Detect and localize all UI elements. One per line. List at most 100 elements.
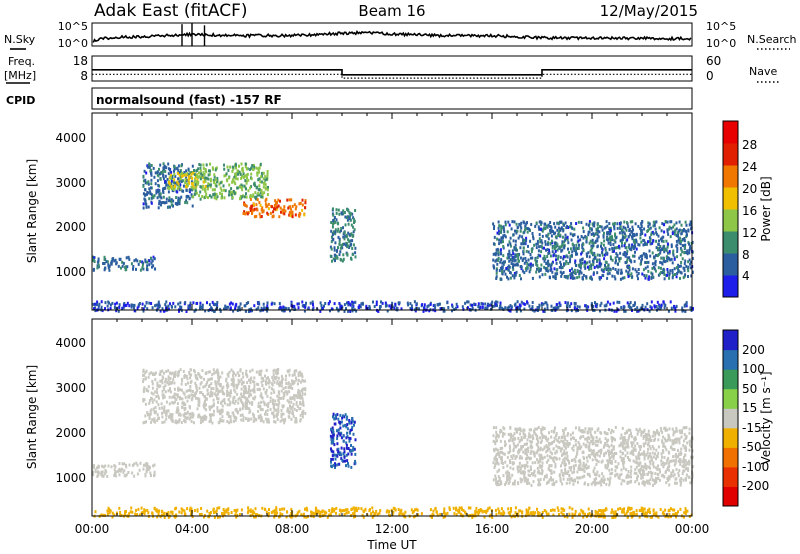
data-cell [493,304,496,308]
data-cell [244,391,247,395]
data-cell [253,207,256,211]
data-cell [546,255,549,258]
data-cell [283,419,286,423]
data-cell [288,198,291,202]
data-cell [130,303,133,307]
data-cell [655,239,658,243]
data-cell [180,388,183,392]
data-cell [680,477,683,480]
data-cell [543,307,546,311]
data-cell [689,306,692,310]
freq-line [92,69,692,76]
data-cell [338,230,341,234]
data-cell [202,385,205,389]
data-cell [683,269,686,273]
data-cell [337,447,340,451]
data-cell [309,301,312,305]
data-cell [510,227,513,231]
data-cell [565,451,568,455]
data-cell [664,439,667,443]
data-cell [611,439,614,443]
data-cell [241,168,244,171]
data-cell [570,309,573,313]
data-cell [249,209,252,212]
data-cell [230,187,233,191]
data-cell [213,409,215,413]
data-cell [495,300,497,304]
data-cell [220,194,223,198]
data-cell [190,373,193,377]
data-cell [688,248,691,252]
data-cell [622,252,625,256]
data-cell [239,195,242,198]
data-cell [592,436,595,440]
data-cell [343,309,346,313]
data-cell [97,304,100,308]
data-cell [559,304,562,308]
data-cell [573,276,576,280]
nsky-line [92,30,692,43]
data-cell [283,208,286,212]
data-cell [491,300,494,304]
data-cell [642,238,645,242]
data-cell [573,306,576,310]
data-cell [544,272,547,276]
data-cell [232,189,235,193]
data-cell [200,306,203,309]
data-cell [594,256,597,260]
data-cell [335,218,338,222]
data-cell [605,482,608,486]
data-cell [611,451,614,455]
data-cell [241,402,244,406]
data-cell [531,232,534,235]
data-cell [556,257,559,261]
data-cell [678,441,681,445]
data-cell [159,370,162,374]
data-cell [558,230,561,234]
data-cell [145,464,148,468]
data-cell [685,264,688,268]
data-cell [311,300,314,304]
data-cell [545,248,547,252]
data-cell [250,417,253,421]
data-cell [179,301,182,305]
data-cell [503,233,506,237]
data-cell [498,224,501,228]
data-cell [201,195,204,198]
data-cell [243,201,246,205]
data-cell [171,305,173,309]
data-cell [146,465,148,469]
data-cell [614,234,616,238]
data-cell [340,258,343,262]
data-cell [609,267,612,271]
data-cell [541,448,544,452]
data-cell [223,174,226,178]
data-cell [665,249,668,253]
data-cell [167,167,170,171]
data-cell [568,442,571,446]
data-cell [213,193,216,197]
data-cell [256,208,259,212]
data-cell [511,456,514,460]
data-cell [153,194,156,198]
data-cell [532,235,534,239]
data-cell [639,226,642,230]
data-cell [265,177,268,181]
data-cell [596,470,599,474]
data-cell [551,246,554,250]
data-cell [499,304,502,308]
data-cell [194,183,197,187]
data-cell [649,435,652,439]
data-cell [221,389,224,393]
data-cell [674,306,677,310]
data-cell [350,449,353,453]
data-cell [670,445,673,449]
data-cell [144,198,147,202]
data-cell [520,242,523,246]
data-cell [423,306,426,310]
data-cell [598,276,601,279]
data-cell [679,253,682,257]
data-cell [498,269,501,273]
data-cell [640,223,643,226]
data-cell [167,172,170,176]
